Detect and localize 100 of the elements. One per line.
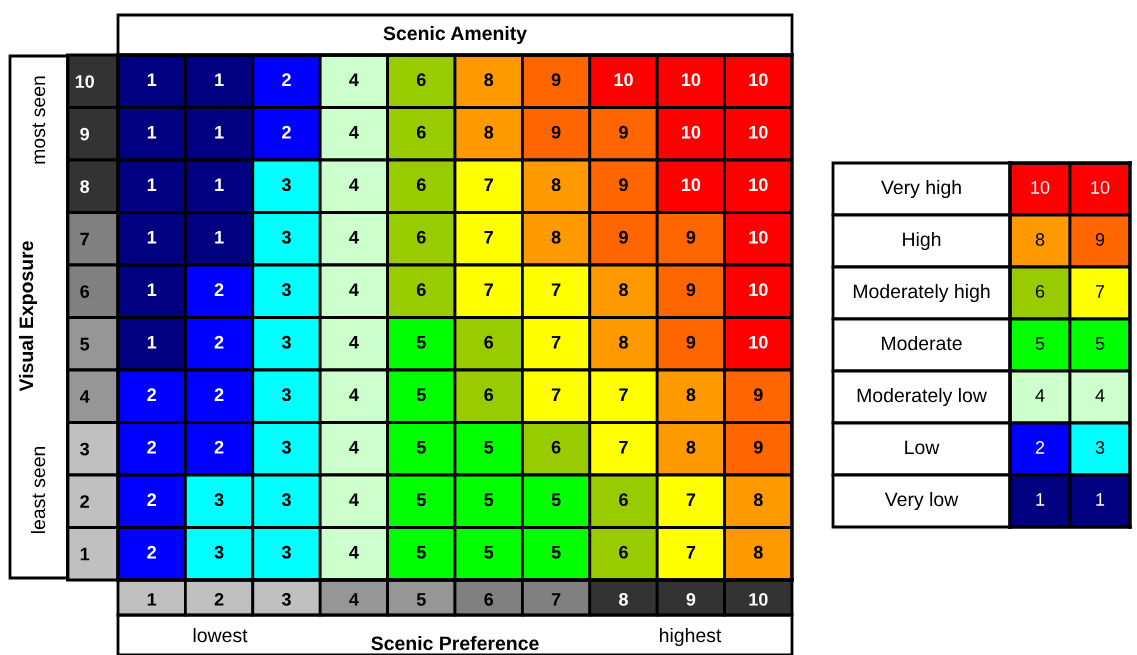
data-label: 5 [416, 441, 426, 454]
data-label: 9 [686, 230, 696, 244]
data-label: 10 [749, 125, 768, 139]
y-tick-label: 2 [80, 495, 89, 508]
data-label: 1 [215, 178, 224, 191]
data-label: 6 [416, 230, 426, 244]
data-label: 6 [1035, 285, 1045, 298]
data-label: 8 [619, 283, 628, 297]
y-tick-label: Moderate [882, 335, 962, 351]
y-tick-label: 5 [80, 337, 90, 351]
data-label: 1 [147, 336, 157, 349]
data-label: 3 [281, 440, 291, 454]
data-label: 9 [619, 230, 628, 244]
data-label: 4 [1035, 389, 1045, 402]
data-label: 6 [619, 545, 628, 559]
data-label: 4 [349, 283, 359, 296]
text: highest [660, 627, 722, 647]
data-label: 2 [147, 493, 156, 506]
data-label: 10 [1031, 181, 1050, 194]
data-label: 5 [484, 546, 494, 559]
data-label: 10 [682, 73, 701, 87]
data-label: 7 [686, 546, 696, 559]
data-label: 2 [214, 283, 224, 296]
data-label: 10 [749, 335, 768, 349]
x-tick-label: 7 [551, 593, 561, 606]
data-label: 6 [416, 73, 426, 87]
data-label: 7 [619, 441, 628, 454]
data-label: 2 [147, 388, 156, 401]
data-label: 3 [281, 493, 291, 507]
data-label: 4 [349, 126, 359, 139]
y-tick-label: 10 [75, 75, 94, 88]
chart-title: Scenic Amenity [383, 25, 527, 45]
data-label: 8 [619, 335, 628, 349]
data-label: 4 [349, 178, 359, 191]
data-label: 10 [749, 230, 768, 244]
data-label: 3 [281, 388, 291, 402]
y-tick-label: Very high [881, 179, 961, 199]
data-label: 3 [281, 178, 291, 192]
data-label: 7 [484, 231, 493, 244]
data-label: 8 [753, 545, 763, 559]
data-label: 9 [619, 178, 628, 192]
data-label: 1 [147, 126, 157, 139]
data-label: 8 [551, 178, 561, 192]
data-label: 5 [484, 441, 494, 454]
y-tick-label: 8 [80, 180, 90, 193]
data-label: 4 [349, 336, 359, 349]
data-label: 1 [215, 231, 224, 244]
y-tick-label: 9 [80, 127, 90, 141]
y-tick-label: Moderately high [853, 283, 990, 303]
data-label: 7 [484, 178, 493, 191]
data-label: 4 [349, 231, 359, 244]
y-tick-label: 3 [80, 442, 90, 456]
data-label: 2 [214, 335, 224, 349]
data-label: 8 [1035, 233, 1045, 246]
data-label: 5 [1095, 337, 1105, 350]
data-label: 1 [147, 178, 157, 191]
x-tick-label: 4 [349, 593, 359, 606]
data-label: 10 [749, 283, 768, 297]
x-tick-label: 1 [147, 593, 157, 606]
data-label: 7 [551, 336, 561, 349]
text: least seen [30, 446, 46, 534]
data-label: 4 [349, 441, 359, 454]
data-label: 2 [282, 125, 291, 139]
data-label: 3 [281, 283, 291, 297]
data-label: 9 [753, 388, 763, 402]
data-label: 6 [484, 388, 494, 402]
data-label: 7 [551, 283, 561, 296]
x-tick-label: 3 [281, 592, 291, 606]
data-label: 3 [281, 335, 291, 349]
data-label: 3 [214, 545, 224, 559]
data-label: 2 [147, 440, 156, 454]
data-label: 9 [686, 335, 696, 349]
data-label: 4 [1095, 389, 1105, 402]
data-label: 1 [1096, 493, 1105, 506]
data-label: 2 [1035, 441, 1045, 454]
data-label: 7 [484, 283, 493, 296]
data-label: 7 [686, 493, 696, 506]
data-label: 5 [551, 546, 561, 559]
data-label: 2 [214, 388, 224, 401]
data-label: 1 [1036, 493, 1045, 506]
data-label: 4 [349, 546, 359, 559]
y-tick-label: 7 [80, 232, 89, 246]
y-tick-label: High [903, 231, 941, 251]
data-label: 3 [1095, 441, 1105, 454]
data-label: 5 [484, 493, 494, 507]
data-label: 7 [551, 388, 561, 401]
x-tick-label: 2 [214, 592, 224, 606]
y-tick-label: 4 [79, 390, 90, 403]
data-label: 10 [749, 178, 768, 192]
data-label: 1 [147, 231, 157, 244]
x-tick-label: 8 [619, 592, 628, 606]
x-tick-label: 10 [749, 592, 768, 606]
data-label: 8 [753, 493, 763, 507]
data-label: 6 [484, 335, 494, 349]
data-label: 9 [1095, 233, 1105, 246]
data-label: 4 [349, 73, 359, 86]
y-tick-label: Moderately low [857, 387, 987, 407]
data-label: 10 [682, 125, 701, 139]
data-label: 7 [619, 388, 628, 401]
data-label: 5 [416, 388, 426, 402]
